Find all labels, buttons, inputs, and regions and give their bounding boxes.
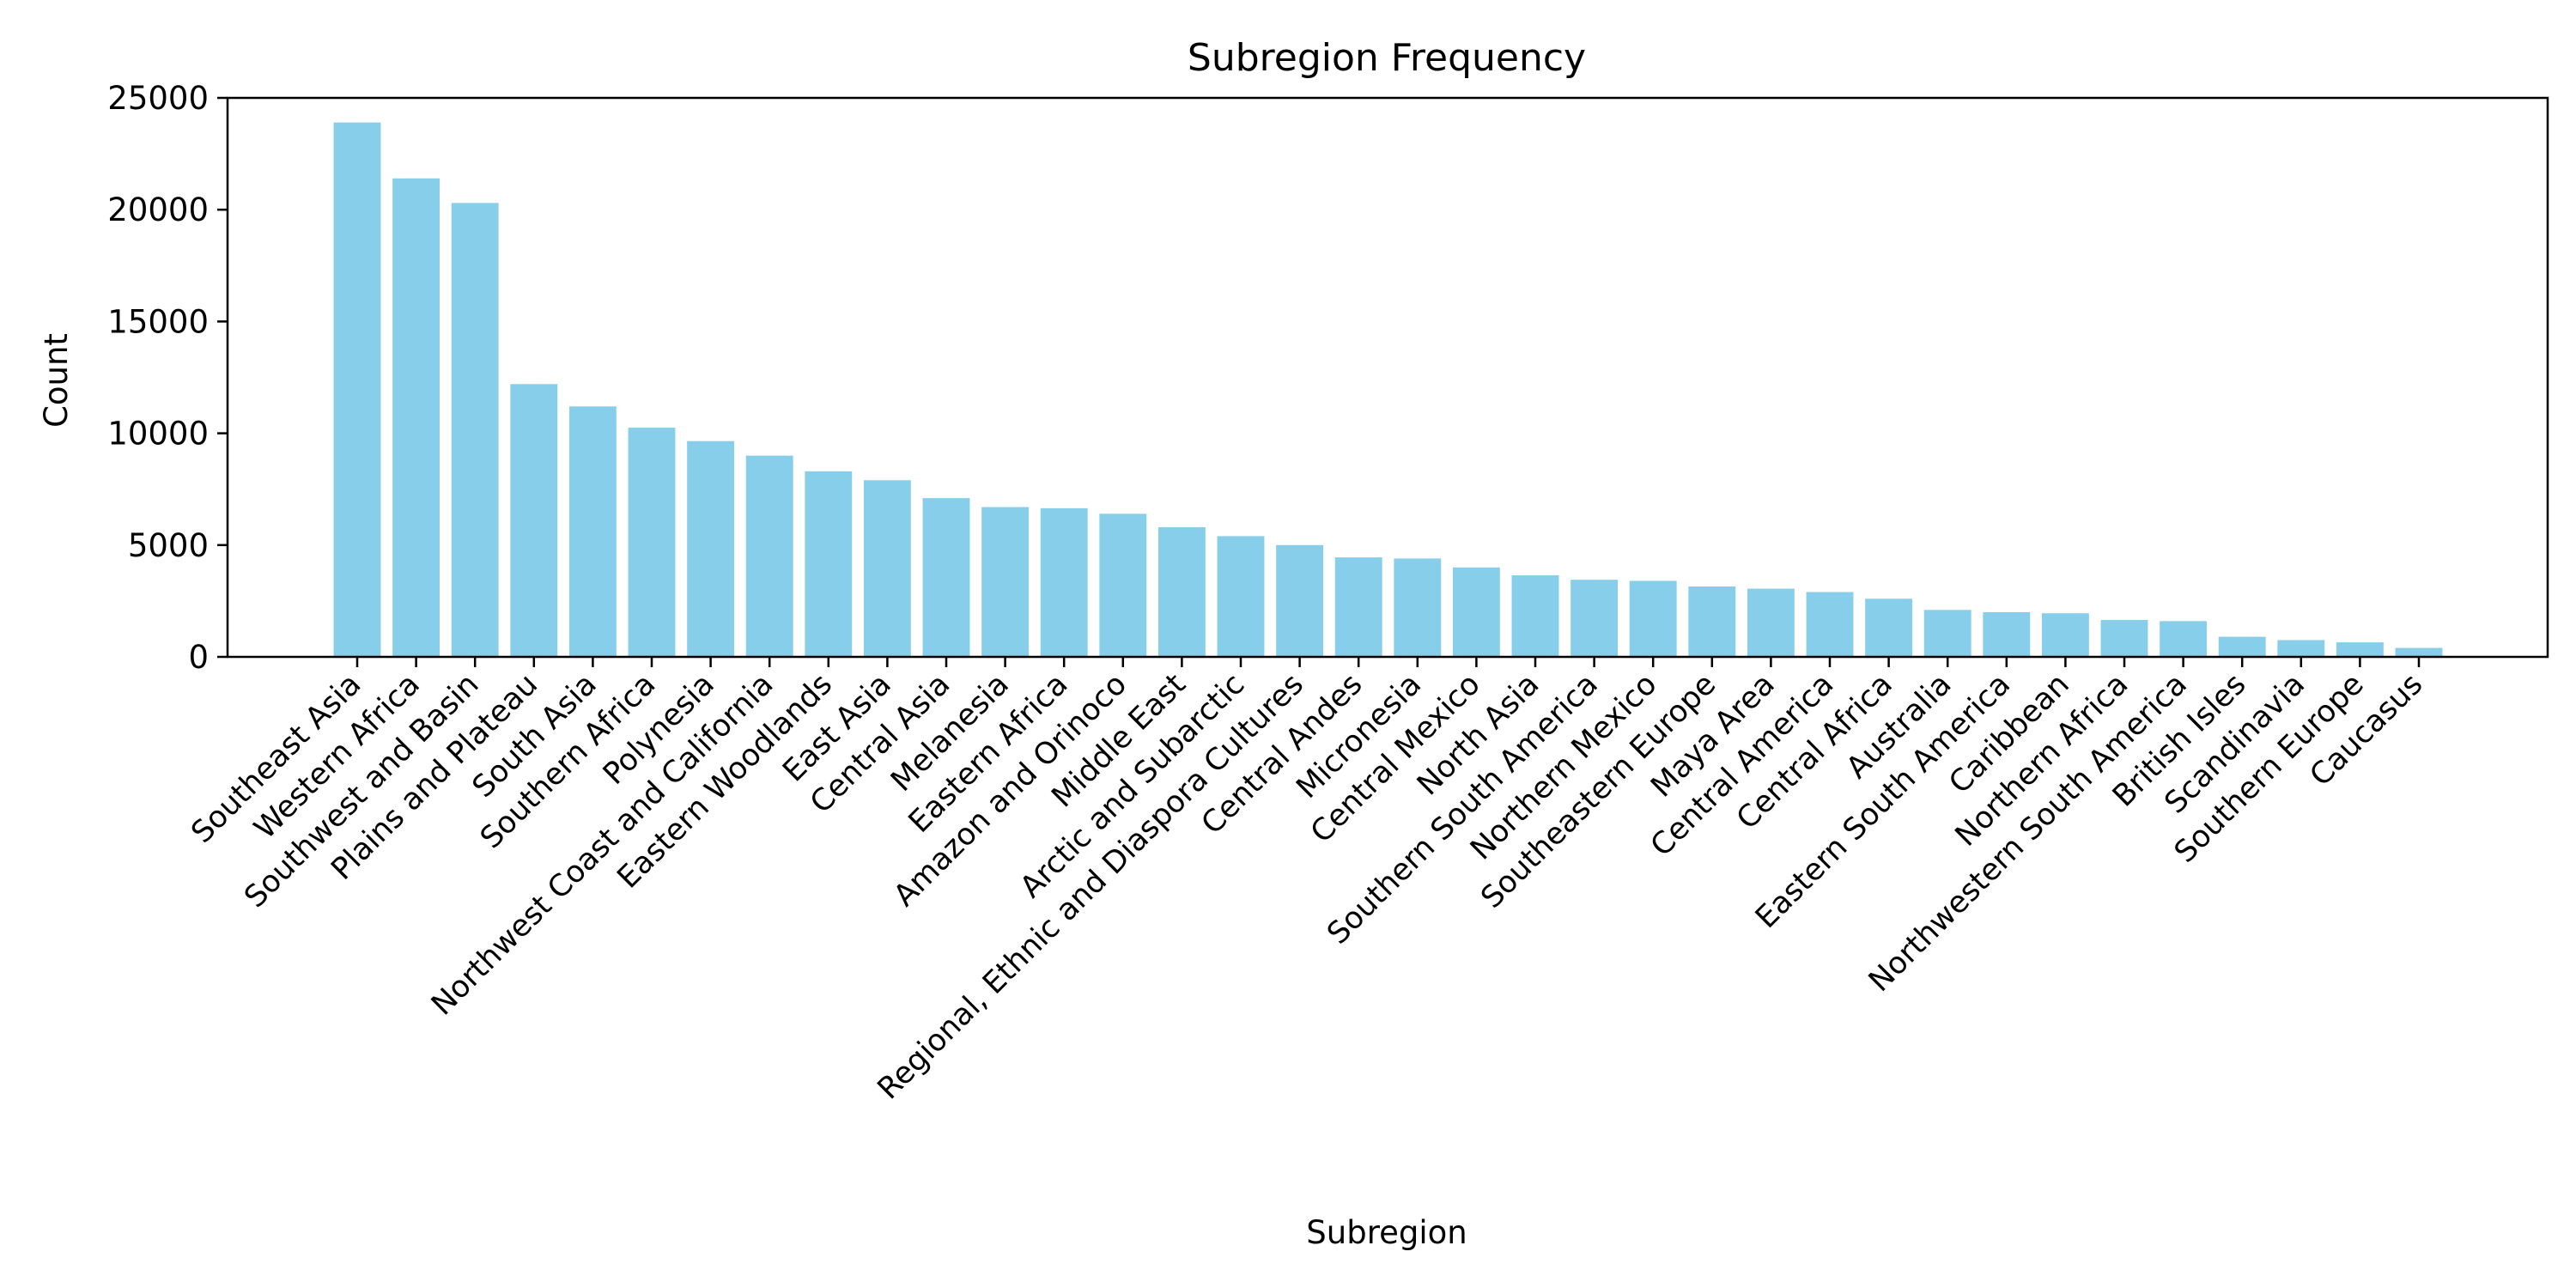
bars-group (333, 122, 2443, 658)
bar (1217, 536, 1265, 657)
bar (687, 440, 735, 657)
y-tick-label: 25000 (107, 80, 209, 117)
bar (2336, 642, 2384, 657)
bar (2395, 647, 2443, 657)
y-tick-label: 15000 (107, 303, 209, 340)
bar (805, 471, 853, 657)
bar (1747, 588, 1795, 657)
bar (2218, 636, 2266, 657)
bar (1157, 526, 1206, 657)
bar (1688, 586, 1736, 657)
bar (568, 406, 617, 657)
bar (1452, 567, 1500, 657)
bar (2277, 640, 2325, 657)
bar (1629, 580, 1677, 657)
bar (1806, 592, 1854, 657)
bar (1276, 544, 1324, 657)
bar (1865, 598, 1913, 657)
bar (2160, 621, 2208, 657)
bar (1571, 580, 1619, 657)
bar (2041, 613, 2089, 657)
plot-frame (226, 96, 2549, 659)
bar (1334, 557, 1382, 657)
bar (1983, 611, 2031, 657)
chart-title: Subregion Frequency (1188, 36, 1586, 80)
y-tick-label: 20000 (107, 191, 209, 228)
bar (628, 428, 676, 657)
y-tick-label: 0 (188, 639, 209, 676)
bar (392, 178, 440, 657)
bar (1511, 574, 1559, 657)
bar (1099, 513, 1147, 657)
bar (981, 507, 1030, 657)
bar (451, 203, 499, 657)
y-axis: 0 5000 10000 15000 20000 25000 (107, 80, 228, 676)
x-axis-label: Subregion (1306, 1214, 1467, 1251)
bar (333, 122, 381, 658)
bar (1923, 610, 1971, 657)
bar (922, 498, 970, 657)
y-tick-label: 5000 (128, 527, 209, 564)
bar (2100, 620, 2148, 657)
y-axis-label: Count (38, 333, 75, 428)
bar (863, 480, 911, 657)
y-tick-label: 10000 (107, 416, 209, 453)
bar (1040, 507, 1088, 657)
bar (1394, 558, 1442, 657)
bar (510, 384, 558, 657)
bar (745, 455, 793, 657)
